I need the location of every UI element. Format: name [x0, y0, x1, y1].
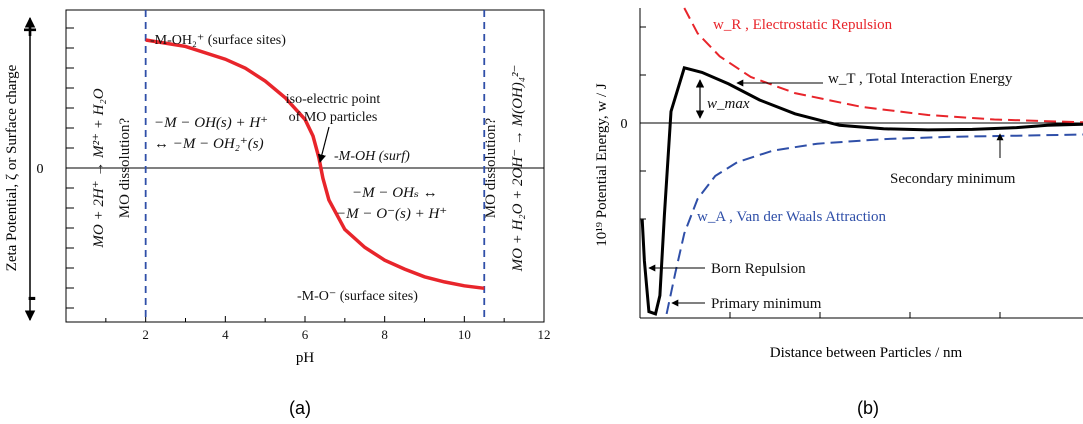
- y-sign-top: +: [23, 17, 37, 44]
- iep-label-line1: iso-electric point: [286, 92, 381, 107]
- dissolution-boundaries: [144, 10, 486, 322]
- y-zero-label-a: 0: [37, 162, 44, 177]
- x-axis-label-a: pH: [296, 350, 315, 366]
- protonation-eq-line2: ↔ −M − OH₂⁺(s): [154, 136, 264, 152]
- y-zero-label-b: 0: [621, 117, 628, 132]
- plot-frame-a: [65, 9, 545, 323]
- iep-label-line2: of MO particles: [289, 110, 378, 125]
- x-ticks-a: 2 4 6 8 10 12: [105, 316, 551, 342]
- right-dissolution-question: MO dissolution?: [483, 117, 499, 218]
- x-tick-label-a: 2: [142, 327, 149, 342]
- y-sign-bottom: -: [28, 281, 37, 311]
- label-w-a: w_A , Van der Waals Attraction: [697, 209, 887, 225]
- born-repulsion-label: Born Repulsion: [711, 261, 806, 277]
- panel-b: 0 10¹⁹ Potential Energy, w / J Distance …: [594, 7, 1083, 418]
- deprotonation-eq-line1: −M − OHₛ ↔: [352, 185, 438, 201]
- zeta-potential-curve: [145, 38, 485, 291]
- y-axis-label-a: Zeta Potential, ζ or Surface charge: [4, 64, 20, 271]
- deprotonation-eq-line2: −M − O⁻(s) + H⁺: [336, 206, 447, 222]
- x-tick-label-a: 10: [458, 327, 471, 342]
- left-dissolution-equation: MO + 2H⁺ → M²⁺ + H₂O: [91, 88, 107, 248]
- y-axis-label-b: 10¹⁹ Potential Energy, w / J: [594, 83, 610, 247]
- top-sites-label: -M-OH₂⁺ (surface sites): [150, 33, 286, 48]
- van-der-waals-attraction-curve: [665, 133, 1083, 315]
- right-dissolution-equation: MO + H₂O + 2OH⁻ → M(OH)₄²⁻: [510, 65, 526, 273]
- w-max-label: w_max: [707, 96, 750, 112]
- primary-minimum-label: Primary minimum: [711, 296, 822, 312]
- left-dissolution-question: MO dissolution?: [117, 117, 133, 218]
- panel-a: 2 4 6 8 10 12 + - 0 Zeta Potential, ζ or Surf…: [4, 9, 551, 418]
- bottom-sites-label: -M-O⁻ (surface sites): [297, 289, 418, 304]
- iep-arrow: [317, 126, 330, 163]
- y-ticks-a: [66, 27, 74, 309]
- x-tick-label-a: 8: [381, 327, 388, 342]
- label-w-r: w_R , Electrostatic Repulsion: [713, 17, 893, 33]
- x-tick-label-a: 12: [538, 327, 551, 342]
- label-w-t: w_T , Total Interaction Energy: [828, 71, 1013, 87]
- x-axis-label-b: Distance between Particles / nm: [770, 345, 963, 361]
- panel-label-b: (b): [857, 398, 879, 418]
- secondary-minimum-label: Secondary minimum: [890, 171, 1016, 187]
- protonation-eq-line1: −M − OH(s) + H⁺: [154, 115, 268, 131]
- neutral-site-label: -M-OH (surf): [334, 149, 410, 164]
- electrostatic-repulsion-curve: [683, 7, 1083, 124]
- x-tick-label-a: 6: [302, 327, 309, 342]
- total-interaction-energy-curve: [640, 65, 1083, 316]
- x-tick-label-a: 4: [222, 327, 229, 342]
- ticks-b: [640, 26, 1001, 318]
- panel-label-a: (a): [289, 398, 311, 418]
